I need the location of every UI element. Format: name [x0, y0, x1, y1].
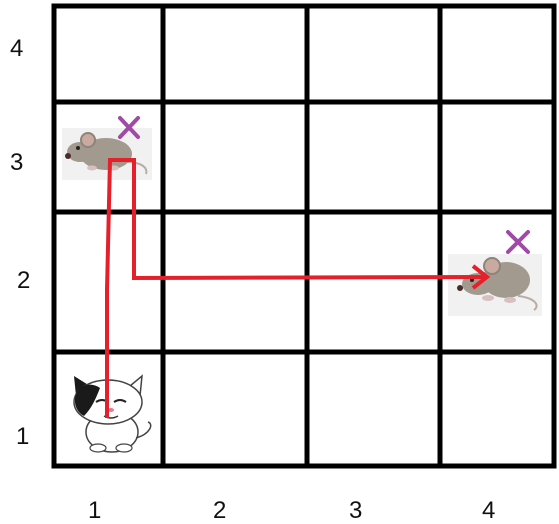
- row-label-1: 1: [16, 423, 29, 450]
- cross-mark: [506, 230, 530, 254]
- route-arrowhead: [471, 264, 491, 290]
- grid-lines: [51, 3, 557, 469]
- row-label-3: 3: [10, 149, 23, 176]
- route-line: [105, 158, 487, 418]
- mouse-icon: [62, 128, 152, 180]
- col-label-2: 2: [213, 497, 226, 524]
- cross-mark: [118, 116, 140, 139]
- col-label-3: 3: [349, 497, 362, 524]
- row-label-2: 2: [17, 267, 30, 294]
- row-label-4: 4: [10, 35, 23, 62]
- route-path: [105, 158, 491, 418]
- col-label-4: 4: [482, 497, 495, 524]
- cat-icon: [73, 374, 152, 453]
- col-label-1: 1: [88, 497, 101, 524]
- mouse-icon: [448, 254, 542, 316]
